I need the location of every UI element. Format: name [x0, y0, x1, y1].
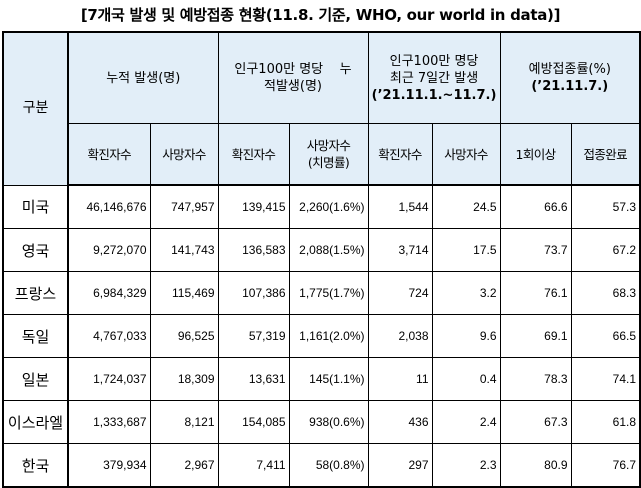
pm-deaths-cell: 938(0.6%) — [288, 400, 369, 444]
country-name: 일본 — [2, 357, 69, 401]
sub-pm-deaths-line1: 사망자수 — [306, 138, 351, 153]
pm-cases-cell: 139,415 — [217, 184, 290, 229]
header-cumulative: 누적 발생(명) — [67, 31, 219, 124]
cum-deaths-cell: 747,957 — [149, 184, 219, 229]
cum-deaths-cell: 96,525 — [149, 314, 219, 358]
cum-deaths-cell: 2,967 — [149, 443, 219, 488]
recent-deaths-cell: 24.5 — [431, 184, 501, 229]
sub-vac-first: 1회이상 — [499, 123, 572, 186]
table-row: 독일 4,767,033 96,525 57,319 1,161(2.0%) 2… — [2, 314, 641, 358]
recent-cases-cell: 436 — [367, 400, 433, 444]
header-per-million-line1: 인구100만 명당 — [234, 62, 324, 77]
pm-deaths-cell: 2,260(1.6%) — [288, 184, 369, 229]
cum-deaths-cell: 141,743 — [149, 228, 219, 272]
cum-cases-cell: 379,934 — [67, 443, 151, 488]
table-row: 이스라엘 1,333,687 8,121 154,085 938(0.6%) 4… — [2, 400, 641, 444]
recent-cases-cell: 1,544 — [367, 184, 433, 229]
pm-deaths-cell: 1,161(2.0%) — [288, 314, 369, 358]
pm-deaths-cell: 1,775(1.7%) — [288, 271, 369, 315]
header-per-million-line1b: 누 — [339, 62, 352, 77]
recent-cases-cell: 297 — [367, 443, 433, 488]
country-name: 프랑스 — [2, 271, 69, 315]
vac-first-cell: 76.1 — [499, 271, 572, 315]
vac-full-cell: 61.8 — [570, 400, 641, 444]
vac-first-cell: 69.1 — [499, 314, 572, 358]
header-recent: 인구100만 명당 최근 7일간 발생 (’21.11.1.~11.7.) — [367, 31, 501, 124]
country-name: 이스라엘 — [2, 400, 69, 444]
header-recent-line2: 최근 7일간 발생 — [389, 70, 479, 86]
pm-cases-cell: 136,583 — [217, 228, 290, 272]
recent-deaths-cell: 9.6 — [431, 314, 501, 358]
vac-first-cell: 67.3 — [499, 400, 572, 444]
country-name: 영국 — [2, 228, 69, 272]
cum-cases-cell: 6,984,329 — [67, 271, 151, 315]
sub-cum-deaths: 사망자수 — [149, 123, 219, 186]
covid-status-table: 구분 누적 발생(명) 인구100만 명당 누 적발생(명) 인구100만 명당… — [2, 31, 641, 488]
header-recent-line3: (’21.11.1.~11.7.) — [371, 87, 497, 103]
vac-full-cell: 66.5 — [570, 314, 641, 358]
recent-cases-cell: 724 — [367, 271, 433, 315]
pm-deaths-cell: 145(1.1%) — [288, 357, 369, 401]
cum-deaths-cell: 115,469 — [149, 271, 219, 315]
pm-cases-cell: 57,319 — [217, 314, 290, 358]
header-vaccine-line2: (’21.11.7.) — [531, 79, 609, 94]
country-name: 미국 — [2, 184, 69, 229]
sub-pm-confirmed: 확진자수 — [217, 123, 290, 186]
table-row: 일본 1,724,037 18,309 13,631 145(1.1%) 11 … — [2, 357, 641, 401]
vac-full-cell: 68.3 — [570, 271, 641, 315]
cum-cases-cell: 4,767,033 — [67, 314, 151, 358]
header-recent-line1: 인구100만 명당 — [389, 53, 479, 69]
recent-deaths-cell: 3.2 — [431, 271, 501, 315]
header-per-million-line2: 적발생(명) — [264, 79, 322, 94]
recent-deaths-cell: 2.3 — [431, 443, 501, 488]
vac-first-cell: 80.9 — [499, 443, 572, 488]
recent-deaths-cell: 2.4 — [431, 400, 501, 444]
pm-deaths-cell: 2,088(1.5%) — [288, 228, 369, 272]
country-name: 독일 — [2, 314, 69, 358]
cum-cases-cell: 1,333,687 — [67, 400, 151, 444]
table-row: 한국 379,934 2,967 7,411 58(0.8%) 297 2.3 … — [2, 443, 641, 488]
sub-recent-confirmed: 확진자수 — [367, 123, 433, 186]
pm-cases-cell: 13,631 — [217, 357, 290, 401]
vac-first-cell: 66.6 — [499, 184, 572, 229]
recent-cases-cell: 2,038 — [367, 314, 433, 358]
cum-deaths-cell: 18,309 — [149, 357, 219, 401]
cum-cases-cell: 1,724,037 — [67, 357, 151, 401]
header-gubun: 구분 — [2, 31, 69, 186]
sub-recent-deaths: 사망자수 — [431, 123, 501, 186]
recent-cases-cell: 3,714 — [367, 228, 433, 272]
vac-full-cell: 74.1 — [570, 357, 641, 401]
table-row: 미국 46,146,676 747,957 139,415 2,260(1.6%… — [2, 184, 641, 229]
vac-full-cell: 76.7 — [570, 443, 641, 488]
cum-cases-cell: 9,272,070 — [67, 228, 151, 272]
pm-cases-cell: 107,386 — [217, 271, 290, 315]
sub-vac-full: 접종완료 — [570, 123, 641, 186]
pm-cases-cell: 154,085 — [217, 400, 290, 444]
sub-cum-confirmed: 확진자수 — [67, 123, 151, 186]
vac-full-cell: 67.2 — [570, 228, 641, 272]
pm-deaths-cell: 58(0.8%) — [288, 443, 369, 488]
header-vaccine: 예방접종률(%) (’21.11.7.) — [499, 31, 641, 124]
cum-cases-cell: 46,146,676 — [67, 184, 151, 229]
recent-cases-cell: 11 — [367, 357, 433, 401]
header-per-million: 인구100만 명당 누 적발생(명) — [217, 31, 369, 124]
recent-deaths-cell: 17.5 — [431, 228, 501, 272]
pm-cases-cell: 7,411 — [217, 443, 290, 488]
cum-deaths-cell: 8,121 — [149, 400, 219, 444]
vac-full-cell: 57.3 — [570, 184, 641, 229]
table-title: [7개국 발생 및 예방접종 현황(11.8. 기준, WHO, our wor… — [80, 6, 561, 24]
vac-first-cell: 73.7 — [499, 228, 572, 272]
sub-pm-deaths-line2: (치명률) — [307, 155, 350, 170]
sub-pm-deaths: 사망자수 (치명률) — [288, 123, 369, 186]
country-name: 한국 — [2, 443, 69, 488]
vac-first-cell: 78.3 — [499, 357, 572, 401]
recent-deaths-cell: 0.4 — [431, 357, 501, 401]
table-row: 영국 9,272,070 141,743 136,583 2,088(1.5%)… — [2, 228, 641, 272]
header-vaccine-line1: 예방접종률(%) — [528, 62, 611, 77]
table-row: 프랑스 6,984,329 115,469 107,386 1,775(1.7%… — [2, 271, 641, 315]
